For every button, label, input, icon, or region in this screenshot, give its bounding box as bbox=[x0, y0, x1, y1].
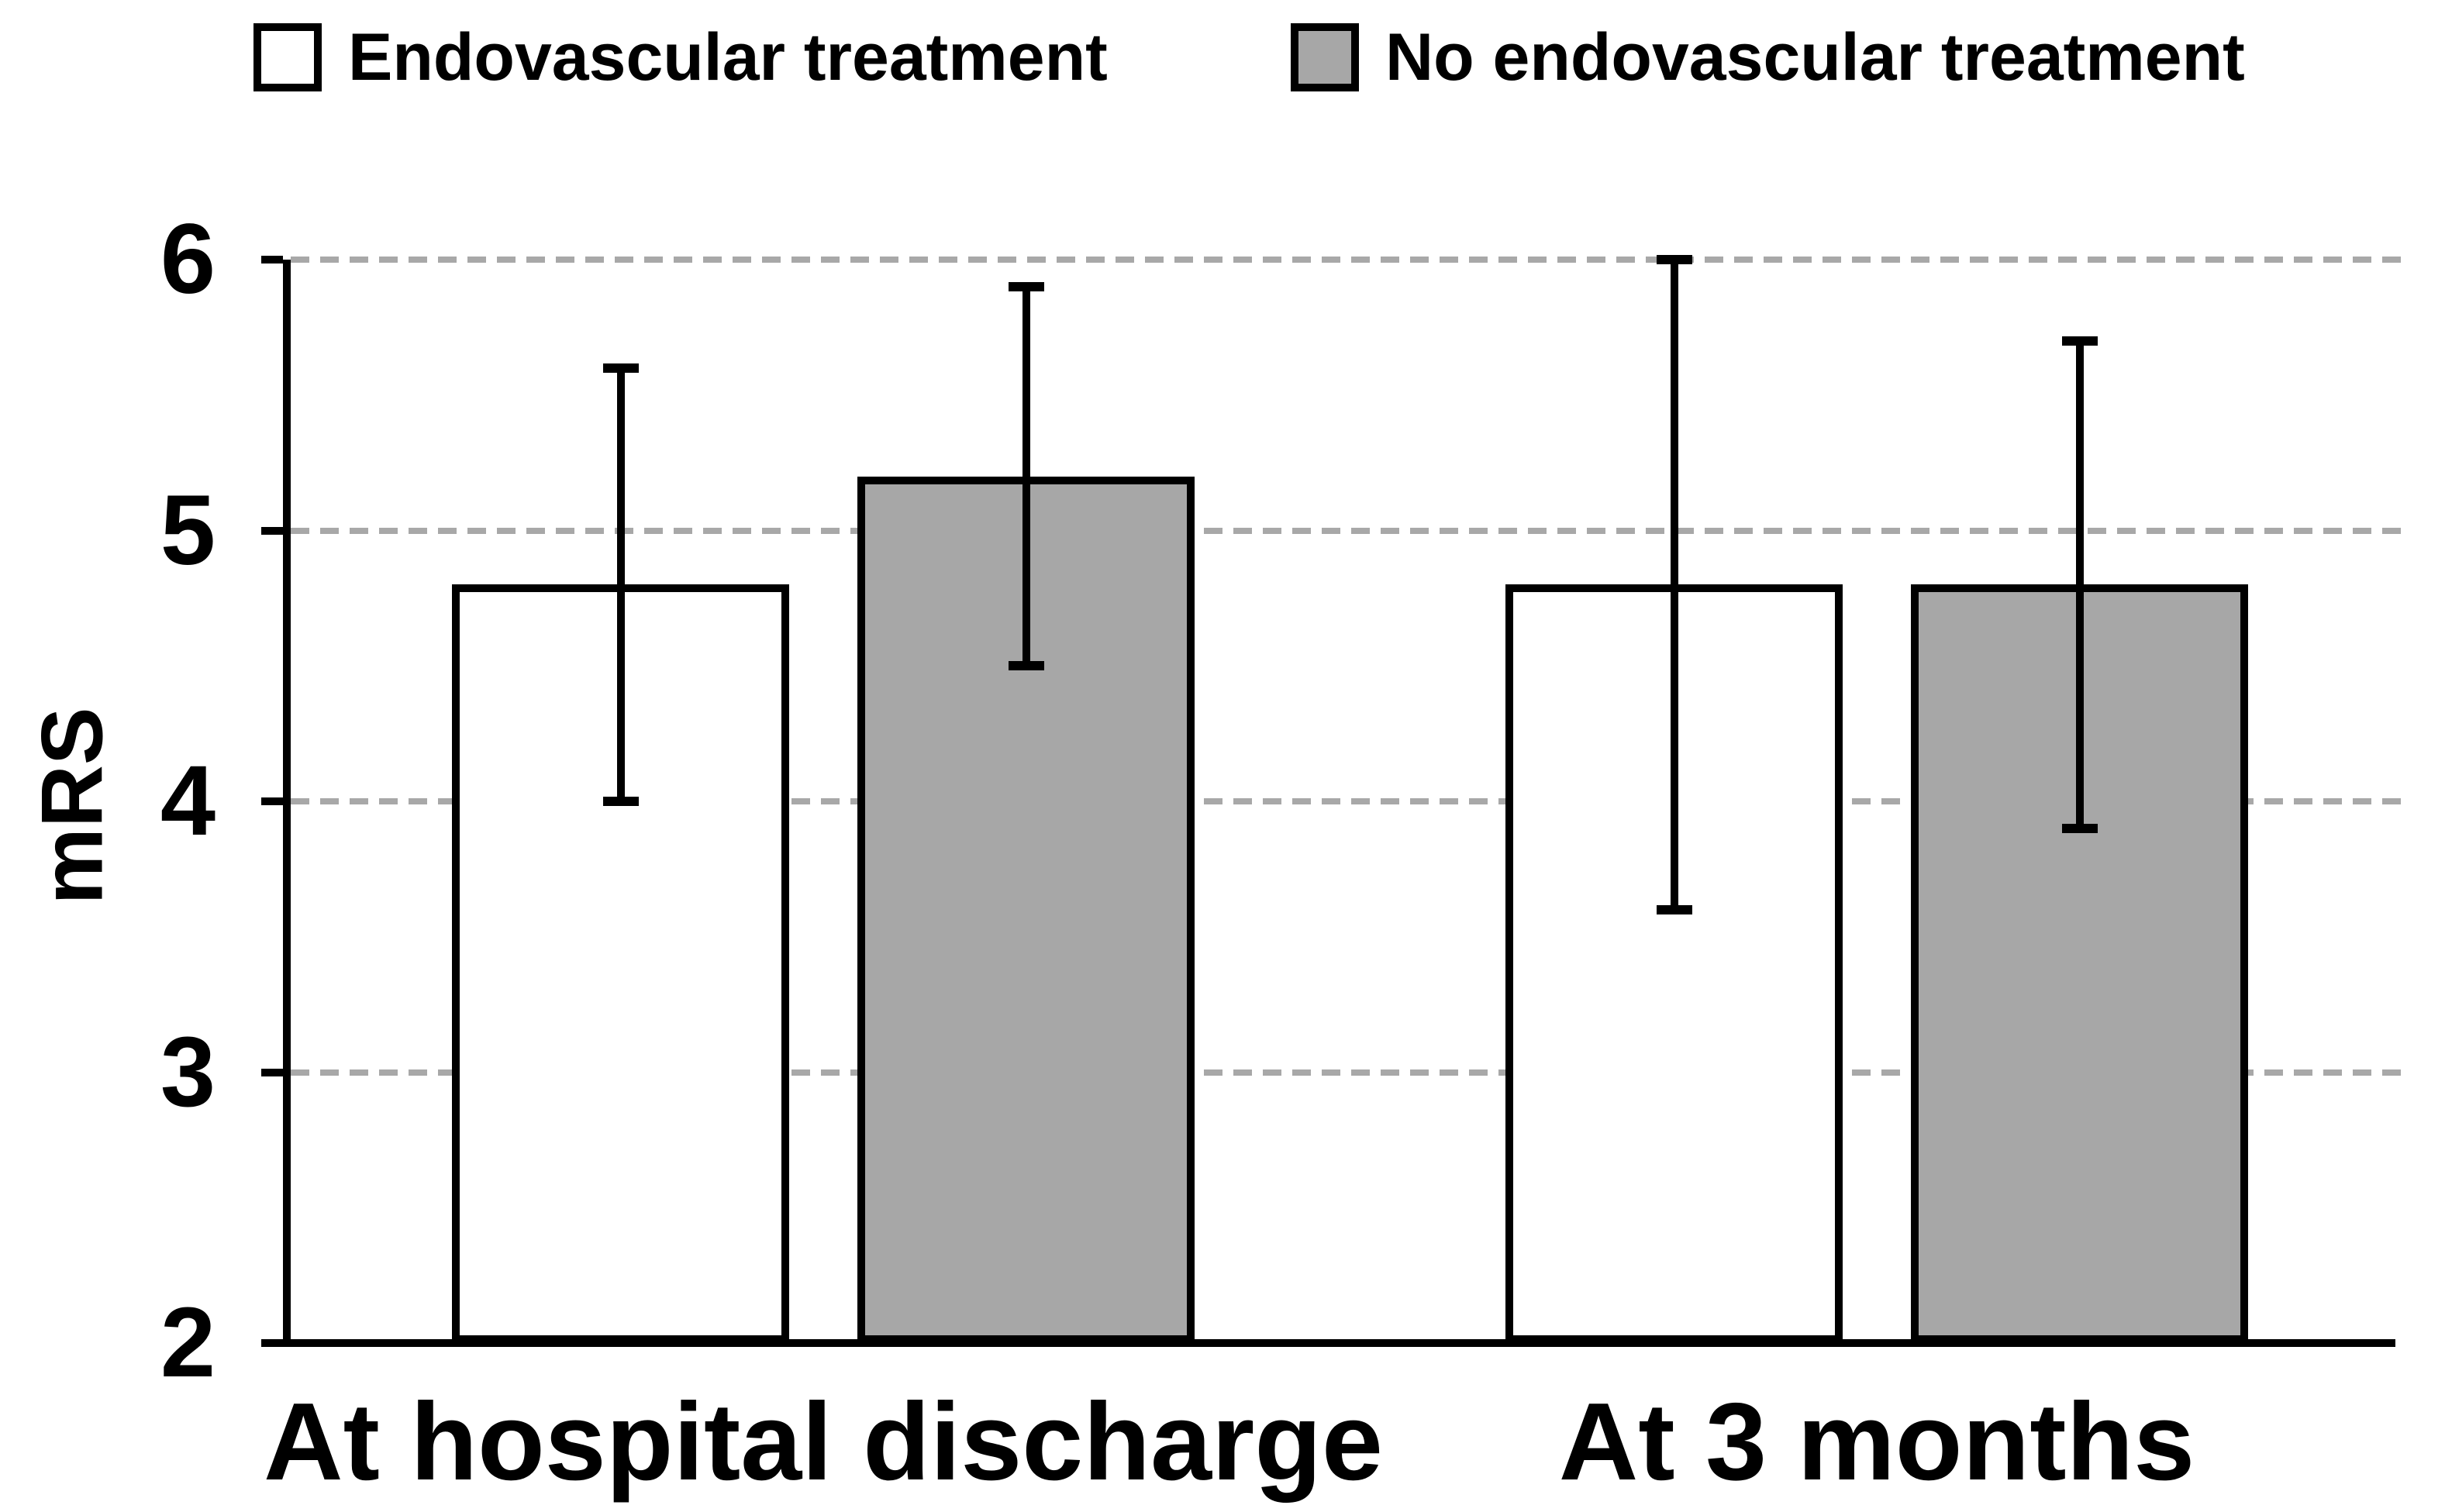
error-cap-bottom-at-hospital-discharge-no-endovascular-treatment bbox=[1008, 661, 1044, 671]
y-tick-label-6: 6 bbox=[160, 204, 216, 315]
y-tick-label-2: 2 bbox=[160, 1287, 216, 1398]
legend-item-no-endovascular: No endovascular treatment bbox=[1291, 23, 2245, 91]
gridline-5 bbox=[291, 527, 2407, 534]
y-tick-3 bbox=[261, 1068, 283, 1076]
y-tick-label-5: 5 bbox=[160, 474, 216, 586]
gridline-4 bbox=[291, 798, 2407, 804]
error-bar-at-3-months-no-endovascular-treatment bbox=[2075, 340, 2084, 828]
y-tick-label-3: 3 bbox=[160, 1016, 216, 1128]
legend-item-endovascular: Endovascular treatment bbox=[253, 23, 1108, 91]
error-cap-bottom-at-3-months-no-endovascular-treatment bbox=[2061, 823, 2098, 833]
y-tick-5 bbox=[261, 526, 283, 535]
plot-area bbox=[261, 255, 2407, 1347]
x-category-label-3-months: At 3 months bbox=[1558, 1380, 2195, 1503]
y-tick-4 bbox=[261, 797, 283, 805]
x-axis-line bbox=[261, 1339, 2395, 1347]
y-axis-line bbox=[283, 260, 291, 1343]
error-bar-at-3-months-endovascular-treatment bbox=[1670, 260, 1678, 910]
gridline-6 bbox=[291, 257, 2407, 263]
legend-label-no-endovascular: No endovascular treatment bbox=[1385, 20, 2245, 95]
error-bar-at-hospital-discharge-no-endovascular-treatment bbox=[1022, 286, 1030, 666]
legend-swatch-no-endovascular bbox=[1291, 23, 1359, 91]
error-cap-top-at-3-months-endovascular-treatment bbox=[1656, 255, 1692, 264]
error-cap-top-at-hospital-discharge-no-endovascular-treatment bbox=[1008, 281, 1044, 291]
y-tick-label-4: 4 bbox=[160, 746, 216, 856]
error-bar-at-hospital-discharge-endovascular-treatment bbox=[616, 367, 625, 801]
error-cap-bottom-at-hospital-discharge-endovascular-treatment bbox=[602, 797, 639, 806]
legend-swatch-endovascular bbox=[253, 23, 322, 91]
error-cap-top-at-hospital-discharge-endovascular-treatment bbox=[602, 363, 639, 373]
error-cap-bottom-at-3-months-endovascular-treatment bbox=[1656, 904, 1692, 914]
y-tick-6 bbox=[261, 256, 283, 263]
bar-at-hospital-discharge-no-endovascular-treatment bbox=[857, 476, 1195, 1343]
bar-at-3-months-no-endovascular-treatment bbox=[1911, 584, 2248, 1343]
gridline-3 bbox=[291, 1069, 2407, 1076]
error-cap-top-at-3-months-no-endovascular-treatment bbox=[2061, 336, 2098, 346]
x-category-label-hospital-discharge: At hospital discharge bbox=[264, 1380, 1383, 1503]
legend-label-endovascular: Endovascular treatment bbox=[348, 20, 1108, 95]
